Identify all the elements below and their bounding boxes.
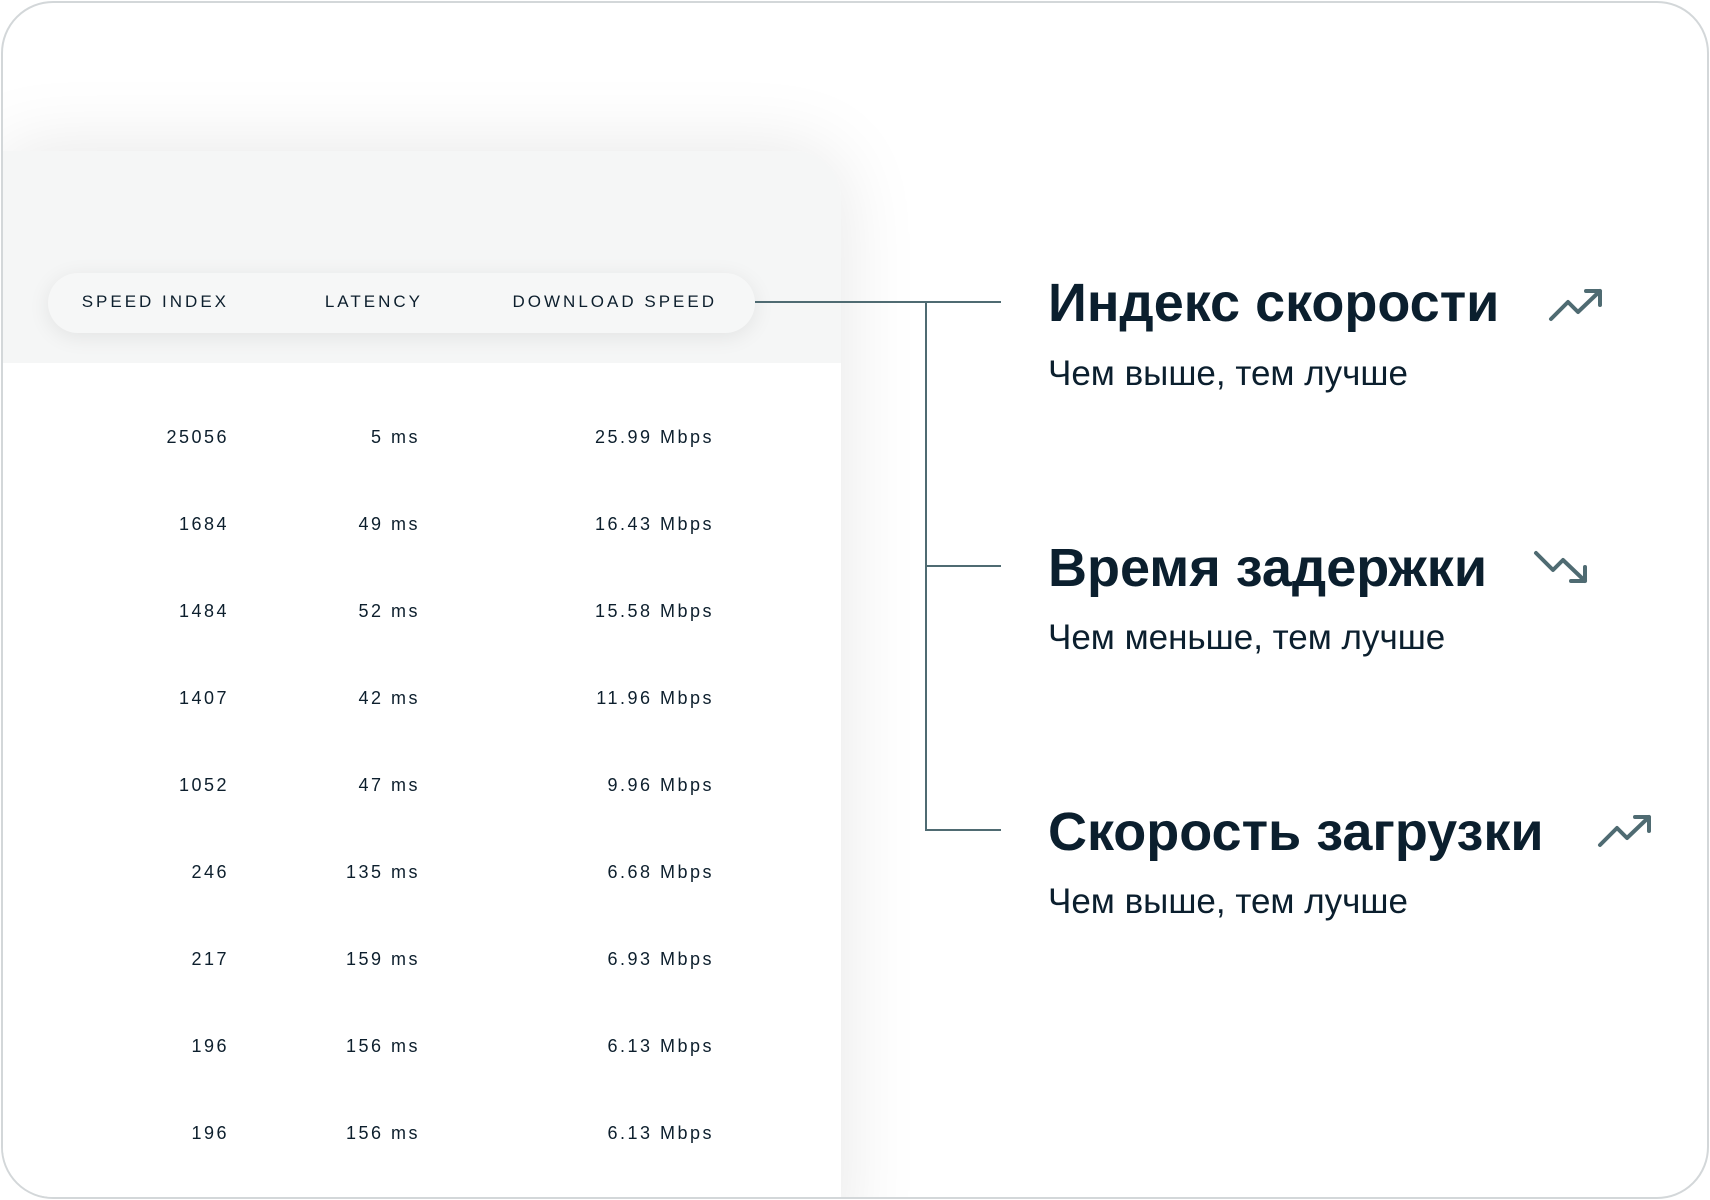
download-speed-cell: 6.13 Mbps <box>607 1123 714 1143</box>
speed-index-cell: 196 <box>191 1036 229 1056</box>
latency-cell: 42 ms <box>358 688 420 708</box>
trend-down-icon <box>1534 551 1587 583</box>
legend-title-latency: Время задержки <box>1048 538 1488 598</box>
download-speed-cell: 11.96 Mbps <box>596 688 714 708</box>
trend-up-icon <box>1549 289 1602 321</box>
latency-cell: 5 ms <box>370 427 420 447</box>
connector-branch-latency <box>925 565 1001 567</box>
speed-index-cell: 1407 <box>178 688 229 708</box>
column-header-download-speed[interactable]: DOWNLOAD SPEED <box>512 292 717 311</box>
download-speed-cell: 16.43 Mbps <box>594 514 714 534</box>
table-header-pill <box>48 273 755 333</box>
trend-up-icon <box>1598 815 1651 847</box>
download-speed-cell: 6.13 Mbps <box>607 1036 714 1056</box>
connector-branch-download <box>925 829 1001 831</box>
speed-index-cell: 217 <box>191 949 229 969</box>
latency-cell: 47 ms <box>358 775 420 795</box>
speed-index-cell: 25056 <box>166 427 229 447</box>
connector-line <box>755 301 1001 303</box>
latency-cell: 135 ms <box>345 862 420 882</box>
latency-cell: 156 ms <box>345 1123 420 1143</box>
speed-index-cell: 1684 <box>178 514 229 534</box>
speed-index-cell: 1484 <box>178 601 229 621</box>
latency-cell: 52 ms <box>358 601 420 621</box>
speed-index-cell: 246 <box>191 862 229 882</box>
legend-subtitle-speed-index: Чем выше, тем лучше <box>1048 354 1408 393</box>
speed-index-cell: 196 <box>191 1123 229 1143</box>
legend-subtitle-download: Чем выше, тем лучше <box>1048 882 1408 921</box>
latency-cell: 49 ms <box>358 514 420 534</box>
latency-cell: 159 ms <box>345 949 420 969</box>
column-header-latency[interactable]: LATENCY <box>324 292 423 311</box>
speed-index-cell: 1052 <box>178 775 229 795</box>
download-speed-cell: 25.99 Mbps <box>594 427 714 447</box>
download-speed-cell: 6.93 Mbps <box>607 949 714 969</box>
legend-subtitle-latency: Чем меньше, тем лучше <box>1048 618 1446 657</box>
latency-cell: 156 ms <box>345 1036 420 1056</box>
legend-title-speed-index: Индекс скорости <box>1048 273 1500 333</box>
download-speed-cell: 15.58 Mbps <box>594 601 714 621</box>
download-speed-cell: 6.68 Mbps <box>607 862 714 882</box>
legend-title-download: Скорость загрузки <box>1048 802 1544 862</box>
download-speed-cell: 9.96 Mbps <box>607 775 714 795</box>
column-header-speed-index[interactable]: SPEED INDEX <box>81 292 229 311</box>
